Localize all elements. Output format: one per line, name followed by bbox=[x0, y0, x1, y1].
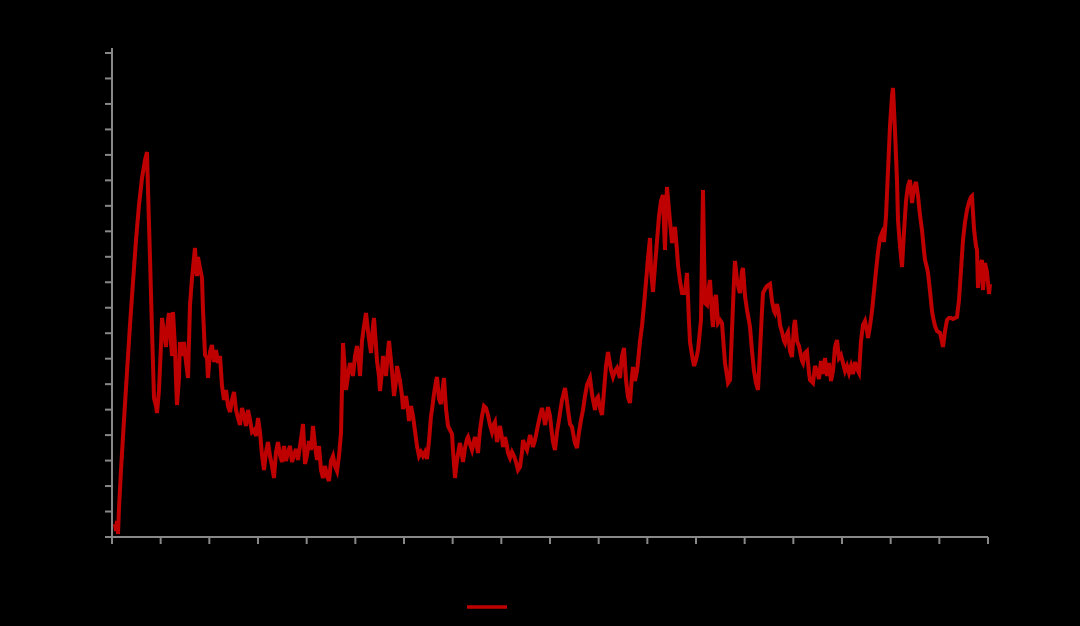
series-line bbox=[113, 87, 992, 535]
